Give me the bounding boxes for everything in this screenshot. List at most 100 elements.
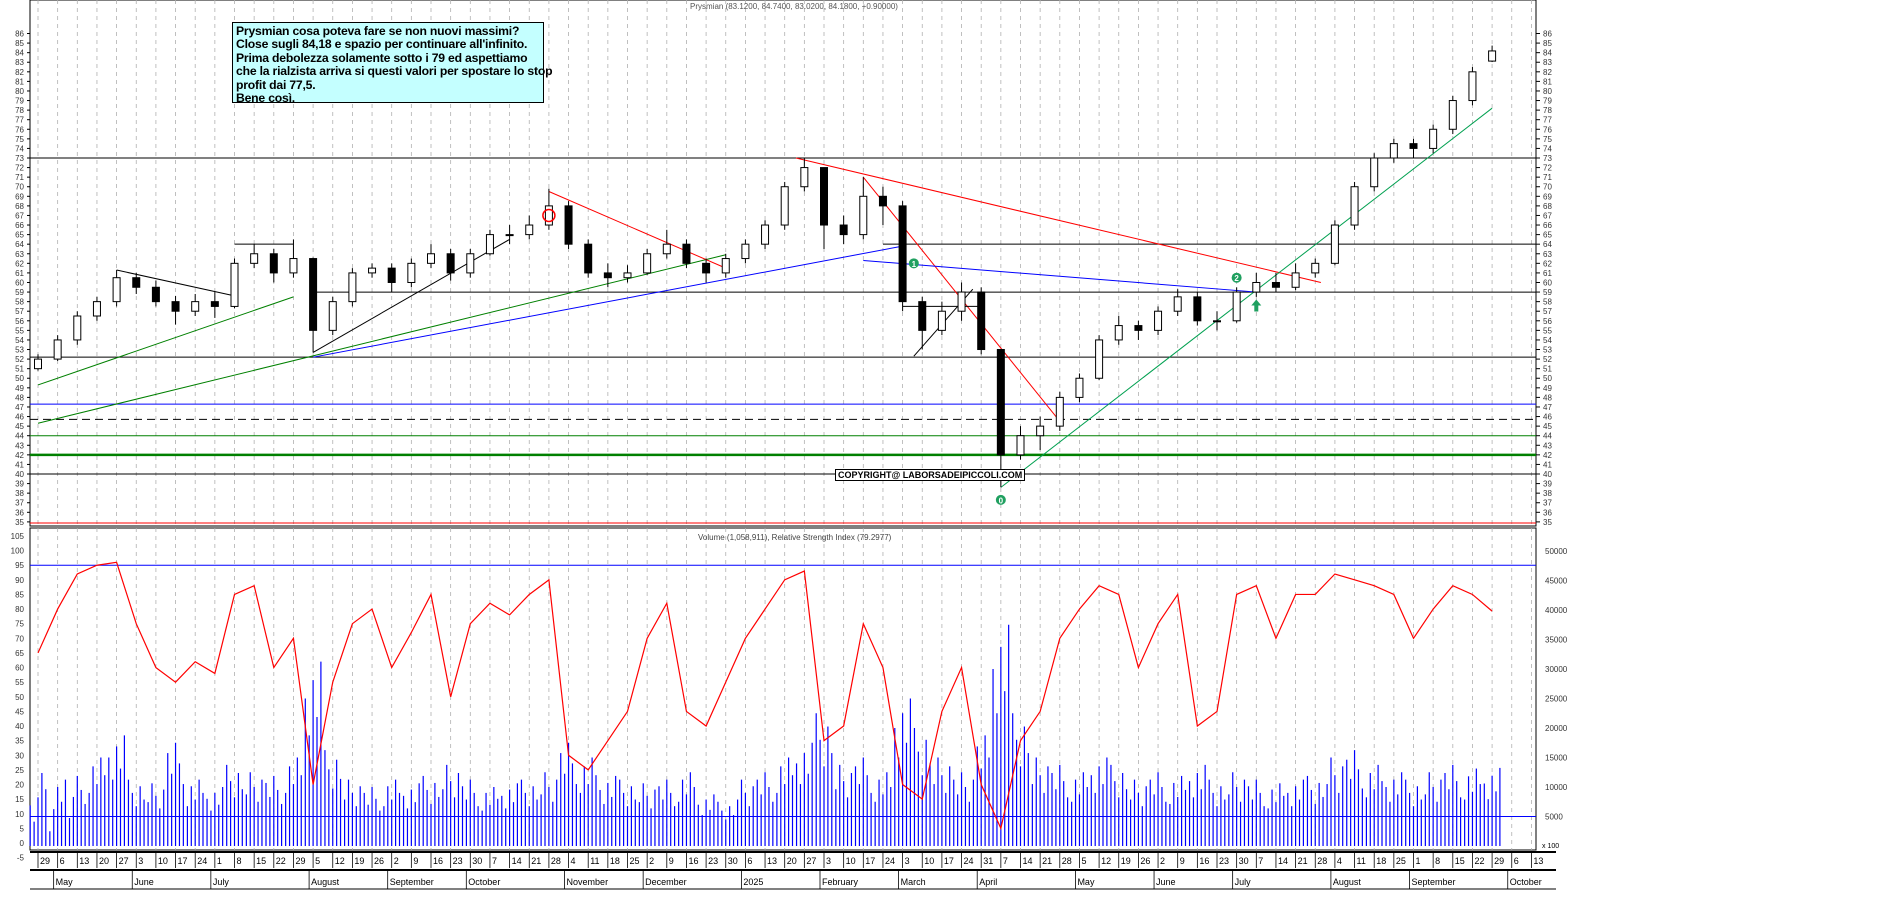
price-axis-label-right: 64: [1543, 240, 1552, 249]
date-tick-label: 29: [1494, 856, 1504, 866]
candle-body: [741, 243, 750, 260]
date-tick-label: 21: [1298, 856, 1308, 866]
date-tick-label: 27: [806, 856, 816, 866]
date-tick-label: 25: [630, 856, 640, 866]
date-tick-label: 19: [1121, 856, 1131, 866]
candle-body: [269, 253, 278, 274]
marker-label: 1: [912, 260, 917, 269]
price-axis-label-left: 48: [15, 393, 24, 402]
lower-panel-title: Volume (1,058,911), Relative Strength In…: [698, 533, 892, 542]
candle-body: [132, 277, 141, 288]
date-tick-label: 7: [492, 856, 497, 866]
date-tick-label: 24: [964, 856, 974, 866]
red-circle-marker: [542, 208, 556, 223]
rsi-axis-label: 30: [15, 751, 24, 760]
volume-axis-label: 45000: [1545, 577, 1568, 586]
candle-body: [878, 195, 887, 207]
candle-body: [820, 167, 828, 226]
rsi-axis-label: 50: [15, 693, 24, 702]
price-axis-label-right: 72: [1543, 164, 1552, 173]
date-tick-label: 17: [178, 856, 188, 866]
candle-body: [525, 224, 534, 236]
candle-body: [937, 310, 946, 331]
price-axis-label-right: 39: [1543, 480, 1552, 489]
trendline: [312, 238, 510, 353]
candle-body: [466, 253, 475, 274]
price-axis-label-right: 82: [1543, 68, 1552, 77]
candle-body: [210, 301, 219, 307]
month-label: September: [1412, 877, 1456, 887]
price-axis-label-left: 74: [15, 144, 24, 153]
date-tick-label: 1: [217, 856, 222, 866]
candle-body: [53, 339, 62, 360]
date-tick-label: 12: [335, 856, 345, 866]
rsi-axis-label: 10: [15, 810, 24, 819]
month-label: March: [901, 877, 926, 887]
price-axis-label-right: 74: [1543, 144, 1552, 153]
candle-body: [1213, 320, 1221, 323]
date-tick-label: 30: [728, 856, 738, 866]
price-axis-label-left: 50: [15, 374, 24, 383]
date-tick-label: 2: [649, 856, 654, 866]
date-tick-label: 24: [197, 856, 207, 866]
price-axis-label-left: 46: [15, 413, 24, 422]
price-axis-label-left: 51: [15, 365, 24, 374]
date-tick-label: 28: [551, 856, 561, 866]
candle-body: [1016, 435, 1025, 456]
price-axis-label-right: 75: [1543, 135, 1552, 144]
price-axis-label-left: 79: [15, 97, 24, 106]
date-tick-label: 4: [571, 856, 576, 866]
date-tick-label: 11: [590, 856, 599, 866]
date-tick-label: 26: [1140, 856, 1150, 866]
date-tick-label: 15: [1455, 856, 1465, 866]
price-axis-label-left: 59: [15, 288, 24, 297]
candle-body: [544, 205, 553, 226]
date-tick-label: 7: [1003, 856, 1008, 866]
volume-axis-label: 25000: [1545, 695, 1568, 704]
date-tick-label: 20: [787, 856, 797, 866]
date-tick-label: 4: [1337, 856, 1342, 866]
rsi-axis-label: 35: [15, 737, 24, 746]
candle-body: [34, 358, 42, 370]
candle-body: [1193, 296, 1202, 322]
date-tick-label: 23: [708, 856, 718, 866]
candle-body: [328, 301, 337, 331]
price-axis-label-right: 52: [1543, 355, 1552, 364]
price-axis-label-left: 77: [15, 116, 24, 125]
price-axis-label-left: 86: [15, 30, 24, 39]
date-tick-label: 9: [669, 856, 674, 866]
date-tick-label: 13: [79, 856, 89, 866]
candle-body: [387, 267, 396, 283]
candle-body: [761, 224, 770, 245]
price-axis-label-left: 75: [15, 135, 24, 144]
price-axis-label-right: 58: [1543, 298, 1552, 307]
lower-panel-frame: [29, 527, 1537, 851]
price-axis-label-right: 47: [1543, 403, 1552, 412]
month-label: December: [645, 877, 687, 887]
price-axis-label-right: 41: [1543, 460, 1552, 469]
date-tick-label: 2: [394, 856, 399, 866]
date-tick-label: 31: [983, 856, 993, 866]
price-axis-label-left: 58: [15, 298, 24, 307]
price-axis-label-right: 40: [1543, 470, 1552, 479]
candle-body: [800, 167, 809, 188]
date-tick-label: 29: [295, 856, 305, 866]
volume-unit-label: x 100: [1542, 843, 1559, 850]
date-tick-label: 10: [924, 856, 934, 866]
price-axis-label-left: 35: [15, 518, 24, 527]
candle-body: [682, 243, 691, 264]
rsi-axis-label: 75: [15, 620, 24, 629]
date-tick-label: 23: [1219, 856, 1229, 866]
month-label: June: [134, 877, 154, 887]
candle-body: [918, 301, 927, 331]
annotation-line: che la rialzista arriva si questi valori…: [236, 64, 553, 79]
price-axis-label-left: 66: [15, 221, 24, 230]
price-axis-label-right: 77: [1543, 116, 1552, 125]
date-tick-label: 5: [315, 856, 320, 866]
candle-body: [1350, 186, 1359, 226]
circled-number-marker: [1231, 272, 1242, 283]
rsi-axis-label: 95: [15, 561, 24, 570]
candle-body: [1173, 296, 1182, 312]
candle-body: [977, 291, 986, 351]
